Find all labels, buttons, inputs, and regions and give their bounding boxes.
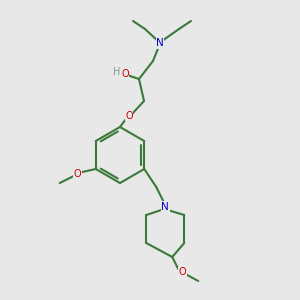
- Text: O: O: [121, 69, 129, 79]
- Text: O: O: [178, 267, 186, 277]
- Text: N: N: [161, 202, 169, 212]
- Text: O: O: [74, 169, 82, 179]
- Text: N: N: [156, 38, 164, 48]
- Text: H: H: [113, 67, 121, 77]
- Text: O: O: [125, 111, 133, 121]
